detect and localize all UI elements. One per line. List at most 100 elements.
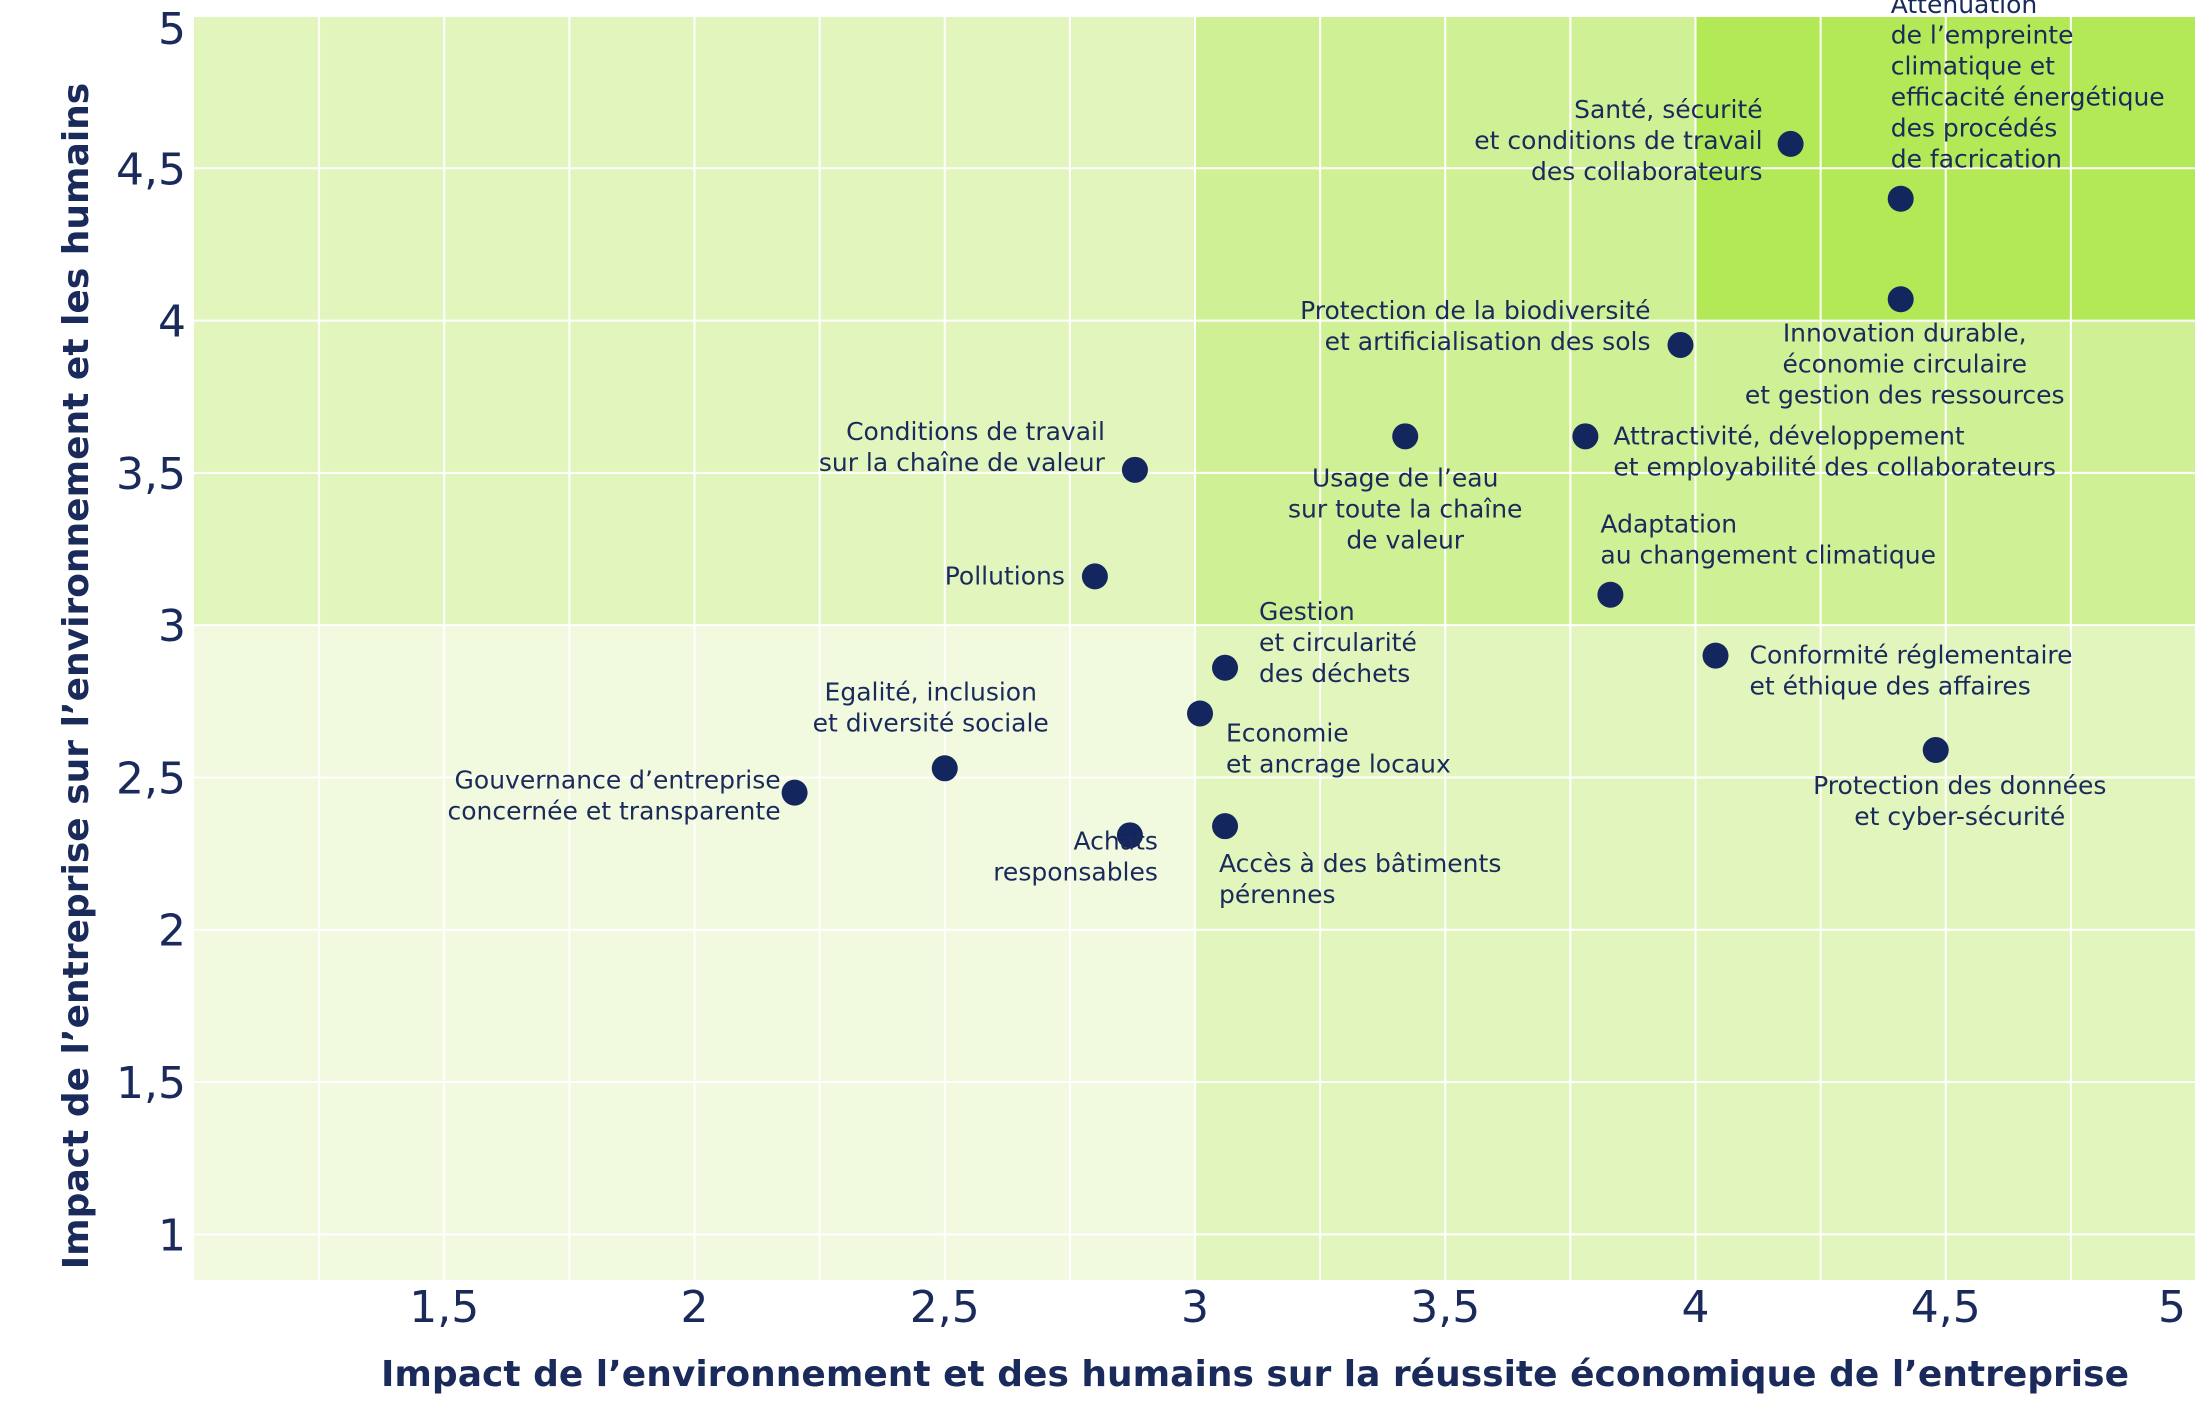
point-11 (1187, 700, 1214, 727)
x-tick-label-5: 4 (1682, 1282, 1710, 1333)
point-label-12: Egalité, inclusion et diversité sociale (813, 677, 1049, 737)
point-15 (1116, 822, 1143, 849)
points-layer (781, 130, 1949, 849)
point-2 (1887, 286, 1914, 313)
point-label-13: Protection des données et cyber-sécurité (1813, 771, 2106, 831)
point-0 (1777, 130, 1804, 157)
point-label-line: Economie (1226, 718, 1349, 747)
point-label-line: Egalité, inclusion (825, 677, 1037, 706)
x-tick-label-6: 4,5 (1911, 1282, 1981, 1333)
point-10 (1212, 654, 1239, 681)
point-label-line: de l’empreinte (1891, 21, 2074, 50)
y-tick-label-7: 4,5 (116, 144, 186, 195)
point-1 (1887, 185, 1914, 212)
point-label-10: Gestion et circularité des déchets (1259, 597, 1417, 688)
point-label-8: Adaptation au changement climatique (1600, 510, 1936, 570)
point-label-line: Adaptation (1600, 510, 1737, 539)
point-label-7: Pollutions (945, 561, 1065, 590)
point-label-line: Gouvernance d’entreprise (455, 766, 781, 795)
point-label-0: Santé, sécurité et conditions de travail d… (1474, 95, 1762, 186)
point-label-line: pérennes (1219, 880, 1335, 909)
y-tick-label-2: 2 (158, 906, 186, 957)
x-tick-label-7: 5 (2158, 1282, 2186, 1333)
point-label-14: Gouvernance d’entreprise concernée et tra… (447, 766, 780, 826)
y-tick-label-4: 3 (158, 601, 186, 652)
y-tick-label-1: 1,5 (116, 1058, 186, 1109)
point-label-line: Usage de l’eau (1312, 463, 1498, 492)
point-4 (1392, 423, 1419, 450)
x-tick-label-1: 2 (681, 1282, 709, 1333)
point-label-line: responsables (993, 857, 1158, 886)
point-label-line: et circularité (1259, 628, 1417, 657)
point-label-line: Gestion (1259, 597, 1355, 626)
ticks-layer: 1,5 2 2,5 3 3,5 4 4,5 5 1 1,5 2 2,5 3 3,5 4 4,5 5 (116, 4, 2186, 1333)
x-axis-title: Impact de l’environnement et des humains… (381, 1354, 2129, 1395)
point-label-line: Protection des données (1813, 771, 2106, 800)
y-tick-label-8: 5 (158, 4, 186, 55)
point-label-15: Achats responsables (993, 826, 1158, 886)
point-label-line: de valeur (1346, 525, 1464, 554)
point-label-line: des collaborateurs (1531, 157, 1763, 186)
point-12 (931, 755, 958, 782)
point-label-line: des déchets (1259, 659, 1410, 688)
point-label-16: Accès à des bâtiments pérennes (1219, 849, 1501, 909)
point-label-line: et employabilité des collaborateurs (1613, 452, 2056, 481)
y-tick-label-3: 2,5 (116, 753, 186, 804)
point-16 (1212, 813, 1239, 840)
point-label-line: Santé, sécurité (1574, 95, 1763, 124)
point-label-line: sur la chaîne de valeur (819, 448, 1106, 477)
point-label-line: Atténuation (1891, 0, 2038, 19)
point-label-line: économie circulaire (1782, 349, 2027, 378)
y-tick-label-5: 3,5 (116, 449, 186, 500)
point-label-line: Conditions de travail (846, 417, 1105, 446)
point-label-3: Protection de la biodiversité et artifici… (1300, 296, 1650, 356)
point-label-line: de facrication (1891, 145, 2062, 174)
point-label-line: et diversité sociale (813, 708, 1049, 737)
point-label-line: Attractivité, développement (1613, 421, 1965, 450)
y-tick-label-0: 1 (158, 1210, 186, 1261)
y-axis-title: Impact de l’entreprise sur l’environneme… (56, 83, 97, 1269)
point-7 (1081, 563, 1108, 590)
point-label-line: Protection de la biodiversité (1300, 296, 1650, 325)
point-label-line: sur toute la chaîne (1288, 494, 1522, 523)
point-label-11: Economie et ancrage locaux (1226, 718, 1451, 778)
point-3 (1667, 331, 1694, 358)
y-tick-label-6: 4 (158, 297, 186, 348)
point-label-5: Attractivité, développement et employabil… (1613, 421, 2056, 481)
point-8 (1597, 581, 1624, 608)
point-label-line: concernée et transparente (447, 797, 780, 826)
point-label-line: Innovation durable, (1783, 318, 2027, 347)
point-label-1: Atténuation de l’empreinte climatique et ef… (1891, 0, 2165, 174)
x-tick-label-2: 2,5 (910, 1282, 980, 1333)
point-label-2: Innovation durable, économie circulaire et… (1745, 318, 2065, 409)
point-13 (1922, 737, 1949, 764)
point-label-line: Conformité réglementaire (1750, 641, 2073, 670)
point-label-line: et artificialisation des sols (1325, 327, 1651, 356)
point-label-line: efficacité énergétique (1891, 83, 2165, 112)
x-tick-label-0: 1,5 (409, 1282, 479, 1333)
point-label-line: et éthique des affaires (1750, 672, 2031, 701)
point-label-4: Usage de l’eau sur toute la chaîne de vale… (1288, 463, 1522, 554)
point-9 (1702, 642, 1729, 669)
point-5 (1572, 423, 1599, 450)
point-label-line: et conditions de travail (1474, 126, 1762, 155)
point-label-line: Achats (1074, 826, 1158, 855)
point-label-line: climatique et (1891, 52, 2055, 81)
point-label-line: et gestion des ressources (1745, 380, 2065, 409)
point-6 (1121, 456, 1148, 483)
x-tick-label-3: 3 (1181, 1282, 1209, 1333)
point-label-line: Pollutions (945, 561, 1065, 590)
x-tick-label-4: 3,5 (1410, 1282, 1480, 1333)
point-label-6: Conditions de travail sur la chaîne de va… (819, 417, 1106, 477)
point-14 (781, 779, 808, 806)
point-label-line: au changement climatique (1600, 541, 1936, 570)
point-label-line: des procédés (1891, 114, 2058, 143)
point-label-line: Accès à des bâtiments (1219, 849, 1501, 878)
point-label-line: et ancrage locaux (1226, 749, 1451, 778)
point-label-9: Conformité réglementaire et éthique des a… (1750, 641, 2073, 701)
grid-layer (194, 15, 2197, 1280)
labels-layer: Santé, sécurité et conditions de travail d… (447, 0, 2164, 909)
point-label-line: et cyber-sécurité (1854, 802, 2065, 831)
